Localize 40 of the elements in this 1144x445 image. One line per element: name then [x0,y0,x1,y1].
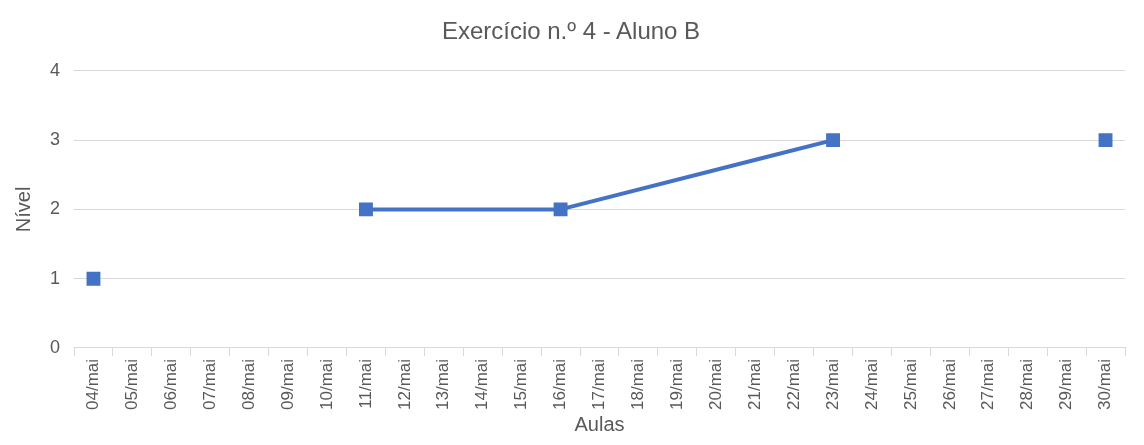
point [359,202,373,217]
x-tick-label: 22/mai [783,358,803,411]
y-axis-title: Nível [11,186,34,233]
x-tick-label: 08/mai [238,358,258,411]
x-tick-label: 11/mai [355,358,375,409]
x-tick-label: 24/mai [861,358,881,411]
x-tick-label: 26/mai [939,358,959,411]
x-tick-label: 25/mai [900,358,920,411]
x-tick-label: 29/mai [1056,358,1076,411]
x-tick-label: 28/mai [1017,358,1037,411]
x-tick-label: 27/mai [978,358,998,411]
x-tick-label: 12/mai [394,358,414,411]
x-tick-label: 20/mai [705,358,725,411]
x-tick-label: 23/mai [822,358,842,411]
x-tick-label: 30/mai [1095,358,1115,411]
x-tick-label: 18/mai [628,358,648,411]
x-tick-label: 13/mai [433,358,453,411]
y-tick-label: 1 [50,267,61,288]
x-tick-label: 07/mai [199,358,219,411]
chart-title: Exercício n.º 4 - Aluno B [441,17,701,45]
x-axis-title: Aulas [574,412,625,435]
x-tick-label: 09/mai [277,358,297,411]
x-tick-label: 14/mai [472,358,492,411]
x-tick-label: 15/mai [511,358,531,411]
point [86,271,101,286]
x-tick-label: 17/mai [589,358,609,411]
point [553,202,568,217]
y-tick-label: 4 [50,59,61,80]
x-tick-label: 04/mai [83,358,103,411]
point [1098,133,1113,148]
x-tick-label: 16/mai [550,358,570,411]
x-tick-label: 10/mai [316,358,336,411]
y-tick-label: 3 [50,129,61,150]
y-tick-label: 2 [50,198,61,219]
y-tick-label: 0 [50,336,61,357]
x-tick-label: 05/mai [122,358,142,411]
point [826,133,841,148]
x-tick-label: 21/mai [744,358,764,411]
x-tick-label: 19/mai [667,358,687,411]
x-tick-label: 06/mai [161,358,181,411]
